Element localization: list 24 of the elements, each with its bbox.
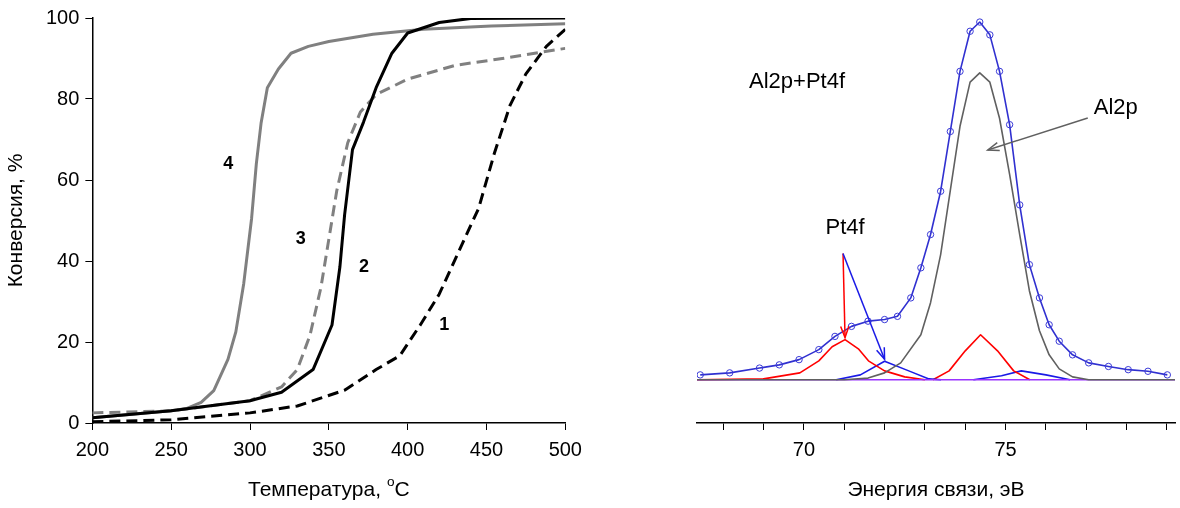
x-tick-label: 450 — [469, 437, 504, 460]
x-axis-title: Энергия связи, эВ — [847, 476, 1025, 500]
x-tick-label: 300 — [233, 437, 267, 460]
series-label: 3 — [295, 228, 306, 249]
y-tick-label: 0 — [68, 410, 80, 433]
y-tick-label: 20 — [57, 329, 80, 352]
y-tick-label: 100 — [45, 5, 80, 28]
x-tick-label: 350 — [312, 437, 346, 460]
x-tick-label: 75 — [994, 437, 1017, 460]
y-tick-label: 80 — [57, 86, 80, 109]
series-label: 2 — [358, 256, 369, 277]
y-axis-title: Конверсия, % — [2, 153, 26, 288]
x-tick-label: 500 — [548, 437, 582, 460]
x-tick-label: 200 — [75, 437, 110, 460]
series-label: 1 — [439, 313, 450, 334]
annotation: Pt4f — [825, 213, 866, 239]
x-tick-label: 70 — [792, 437, 816, 460]
annotation: Al2p+Pt4f — [749, 68, 846, 94]
series-label: 4 — [223, 152, 234, 173]
x-tick-label: 250 — [154, 437, 188, 460]
x-tick-label: 400 — [390, 437, 425, 460]
y-tick-label: 40 — [57, 248, 80, 271]
y-tick-label: 60 — [57, 167, 80, 190]
annotation: Al2p — [1093, 94, 1138, 120]
